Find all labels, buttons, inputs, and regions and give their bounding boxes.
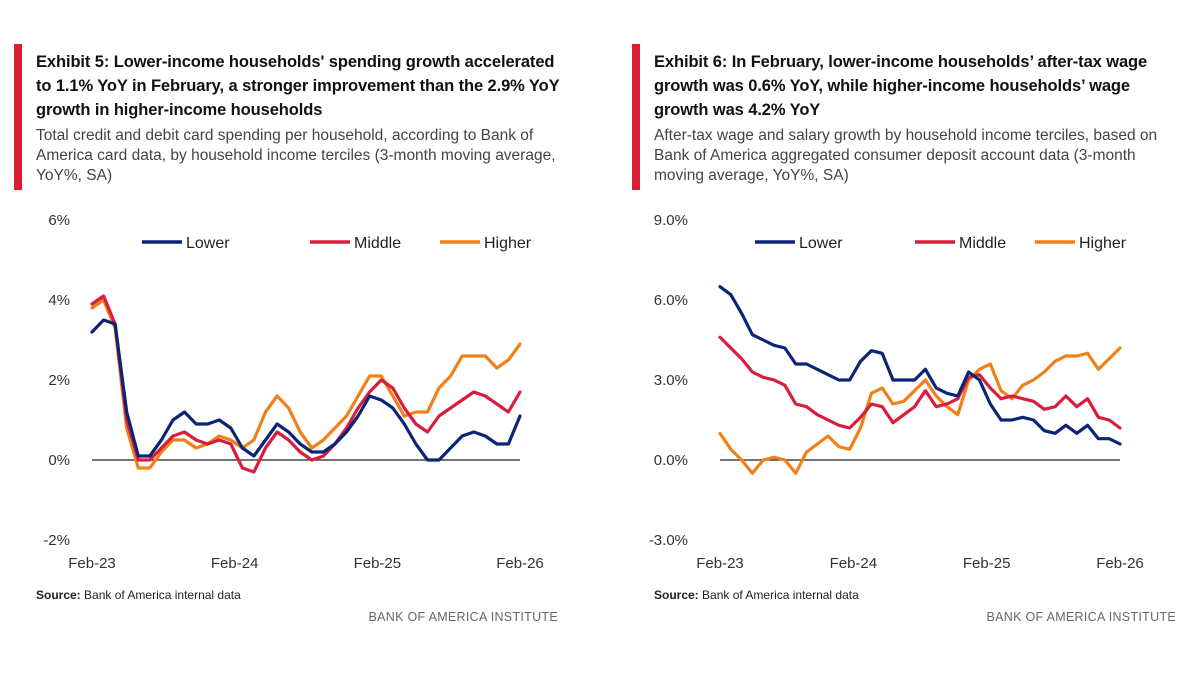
x-tick-label: Feb-26 [1096, 555, 1144, 572]
series-line-higher [90, 298, 522, 470]
y-tick-label: 6% [48, 212, 70, 229]
x-tick-label: Feb-23 [696, 555, 744, 572]
accent-bar [14, 44, 22, 190]
exhibit-6-brand: BANK OF AMERICA INSTITUTE [986, 610, 1176, 624]
x-tick-label: Feb-25 [963, 555, 1011, 572]
series-line-lower [90, 318, 522, 462]
source-label: Source: [654, 588, 699, 602]
y-tick-label: 0% [48, 452, 70, 469]
legend-label-higher: Higher [1079, 235, 1127, 252]
exhibit-5-panel: Exhibit 5: Lower-income households' spen… [14, 40, 574, 640]
series-line-higher [718, 346, 1122, 475]
series-line-lower [718, 285, 1122, 446]
y-tick-label: 4% [48, 292, 70, 309]
exhibit-5-source: Source: Bank of America internal data [36, 588, 241, 602]
exhibit-6-title: Exhibit 6: In February, lower-income hou… [654, 53, 1148, 119]
legend-label-middle: Middle [959, 235, 1006, 252]
exhibit-5-title: Exhibit 5: Lower-income households' spen… [36, 53, 560, 119]
legend-label-lower: Lower [186, 235, 230, 252]
series-line-middle [718, 335, 1122, 430]
source-text: Bank of America internal data [702, 588, 859, 602]
series-line-middle [90, 294, 522, 474]
exhibit-5-subtitle: Total credit and debit card spending per… [36, 127, 556, 184]
exhibit-6-panel: Exhibit 6: In February, lower-income hou… [632, 40, 1192, 640]
legend-label-lower: Lower [799, 235, 843, 252]
y-tick-label: -3.0% [649, 532, 688, 549]
y-tick-label: 2% [48, 372, 70, 389]
exhibit-5-brand: BANK OF AMERICA INSTITUTE [368, 610, 558, 624]
x-tick-label: Feb-24 [830, 555, 878, 572]
source-label: Source: [36, 588, 81, 602]
legend-label-middle: Middle [354, 235, 401, 252]
x-tick-label: Feb-24 [211, 555, 259, 572]
exhibit-6-subtitle: After-tax wage and salary growth by hous… [654, 127, 1158, 184]
x-tick-label: Feb-25 [354, 555, 402, 572]
exhibit-6-source: Source: Bank of America internal data [654, 588, 859, 602]
legend-label-higher: Higher [484, 235, 532, 252]
accent-bar [632, 44, 640, 190]
y-tick-label: 9.0% [654, 212, 688, 229]
exhibit-6-chart: 9.0% 6.0% 3.0% 0.0% -3.0% Feb-23 Feb-24 Feb-25 F… [649, 212, 1144, 572]
source-text: Bank of America internal data [84, 588, 241, 602]
y-tick-label: 0.0% [654, 452, 688, 469]
y-tick-label: 3.0% [654, 372, 688, 389]
x-tick-label: Feb-26 [496, 555, 544, 572]
y-tick-label: 6.0% [654, 292, 688, 309]
y-tick-label: -2% [43, 532, 70, 549]
x-tick-label: Feb-23 [68, 555, 116, 572]
exhibit-5-chart: 6% 4% 2% 0% -2% Feb-23 Feb-24 Feb-25 Feb-26 Lower… [43, 212, 544, 572]
